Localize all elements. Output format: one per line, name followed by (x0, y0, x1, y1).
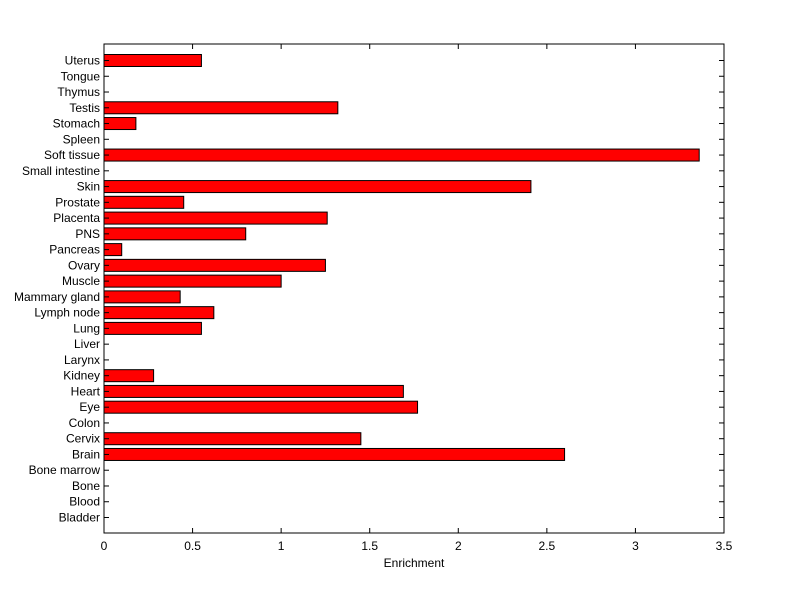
y-tick-label: Mammary gland (14, 290, 100, 304)
bar-lung (103, 321, 202, 335)
bar-mammary-gland (103, 290, 181, 304)
y-tick-label: Brain (72, 447, 100, 461)
bar-placenta (103, 211, 328, 225)
y-tick-label: Stomach (53, 117, 100, 131)
y-tick-label: Ovary (68, 258, 100, 272)
y-tick-label: Kidney (63, 369, 100, 383)
x-tick-label: 0 (101, 539, 108, 553)
y-tick-label: Testis (69, 101, 100, 115)
x-axis-title: Enrichment (384, 556, 445, 570)
bar-testis (103, 101, 339, 115)
y-tick-label: Bladder (59, 511, 100, 525)
y-tick-label: Uterus (65, 54, 100, 68)
y-tick-label: Thymus (57, 85, 100, 99)
x-tick-label: 2.5 (539, 539, 556, 553)
y-tick-label: Eye (79, 400, 100, 414)
y-tick-label: Lymph node (34, 306, 100, 320)
y-tick-label: Bone (72, 479, 100, 493)
bar-eye (103, 400, 419, 414)
x-tick-label: 1.5 (361, 539, 378, 553)
bar-heart (103, 384, 404, 398)
y-tick-label: Spleen (63, 132, 100, 146)
bar-ovary (103, 258, 326, 272)
bar-prostate (103, 195, 185, 209)
x-tick-label: 3 (632, 539, 639, 553)
y-tick-label: Blood (69, 495, 100, 509)
y-tick-label: Muscle (62, 274, 100, 288)
y-tick-label: Prostate (55, 195, 100, 209)
bar-kidney (103, 369, 155, 383)
y-tick-label: Larynx (64, 353, 100, 367)
x-axis-ticks: 0 0.5 1 1.5 2 2.5 3 3.5 (101, 44, 733, 553)
y-tick-label: Soft tissue (44, 148, 100, 162)
bar-pns (103, 227, 247, 241)
y-tick-label: Bone marrow (29, 463, 101, 477)
x-tick-label: 0.5 (184, 539, 201, 553)
bar-skin (103, 180, 532, 194)
x-tick-label: 1 (278, 539, 285, 553)
bar-brain (103, 447, 566, 461)
y-tick-label: PNS (75, 227, 100, 241)
y-tick-label: Skin (77, 180, 100, 194)
x-tick-label: 2 (455, 539, 462, 553)
bar-uterus (103, 54, 202, 67)
y-tick-label: Colon (69, 416, 100, 430)
y-tick-label: Small intestine (22, 164, 100, 178)
bar-soft-tissue (103, 148, 700, 162)
y-tick-label: Heart (71, 384, 101, 398)
y-tick-label: Tongue (61, 69, 101, 83)
x-tick-label: 3.5 (716, 539, 733, 553)
y-tick-label: Lung (73, 321, 100, 335)
y-tick-label: Cervix (66, 432, 100, 446)
y-tick-label: Pancreas (49, 243, 100, 257)
y-tick-label: Liver (74, 337, 100, 351)
bar-lymph-node (103, 306, 215, 320)
bar-muscle (103, 274, 282, 288)
bar-cervix (103, 432, 362, 446)
y-tick-label: Placenta (53, 211, 100, 225)
